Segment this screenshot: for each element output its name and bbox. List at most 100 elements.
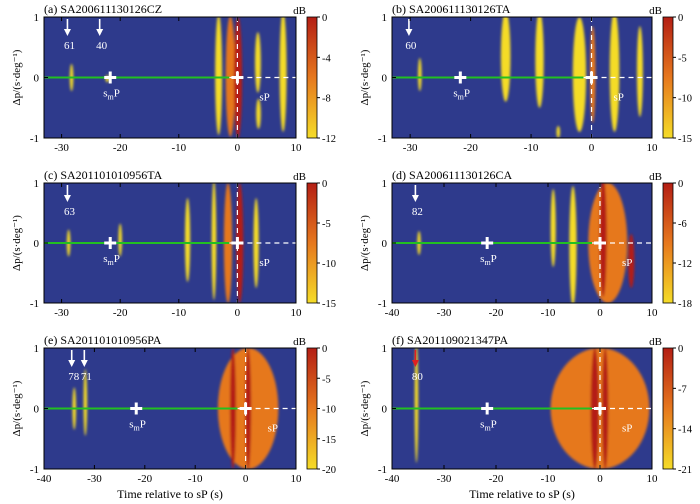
energy-low-region	[550, 189, 556, 267]
arrow-head	[405, 29, 413, 36]
smp-label-p: P	[114, 253, 120, 265]
colorbar-tick-label: -20	[322, 465, 336, 476]
energy-low-region	[215, 17, 223, 135]
x-tick-label: 10	[291, 142, 303, 154]
energy-low-region	[83, 369, 88, 436]
y-tick-label: -1	[30, 464, 39, 476]
arrow-head	[63, 29, 71, 36]
colorbar-tick-label: -8	[322, 94, 331, 105]
energy-low-region	[572, 17, 587, 132]
colorbar-tick-label: -15	[322, 435, 336, 446]
x-tick-label: -30	[437, 473, 452, 485]
smp-label-m: m	[108, 93, 115, 102]
y-axis-label: Δp/(s·deg⁻¹)	[11, 215, 23, 271]
smp-label-p: P	[491, 253, 497, 265]
smp-label-p: P	[491, 419, 497, 431]
arrow-head	[68, 360, 76, 367]
x-tick-label: -30	[437, 307, 452, 319]
colorbar-tick-label: -6	[678, 219, 687, 230]
arrow-label: 80	[412, 371, 424, 383]
y-tick-label: -1	[378, 133, 387, 145]
x-axis-label: Time relative to sP (s)	[117, 487, 223, 501]
x-tick-label: -20	[463, 142, 478, 154]
y-tick-label: -1	[378, 464, 387, 476]
colorbar-tick-label: 0	[322, 13, 327, 24]
smp-label-m: m	[484, 424, 491, 433]
colorbar-unit: dB	[293, 5, 306, 17]
colorbar-tick-label: -5	[678, 53, 687, 64]
x-tick-label: 0	[597, 473, 603, 485]
panel-title: (d) SA200611130126CA	[392, 168, 512, 182]
smp-label: smP	[453, 88, 470, 102]
y-tick-label: 1	[34, 343, 40, 355]
x-tick-label: 0	[589, 142, 595, 154]
colorbar-tick-label: -10	[322, 405, 336, 416]
x-tick-label: -10	[541, 307, 556, 319]
sp-label: sP	[259, 92, 269, 104]
sp-label: sP	[622, 423, 632, 435]
sp-label: sP	[259, 257, 269, 269]
colorbar-tick-label: -21	[678, 465, 692, 476]
x-tick-label: 10	[291, 307, 303, 319]
colorbar-tick-label: -18	[678, 299, 692, 310]
colorbar-tick-label: -7	[678, 384, 687, 395]
arrow-label: 40	[96, 40, 108, 52]
smp-label-m: m	[134, 424, 141, 433]
x-tick-label: 10	[647, 307, 659, 319]
x-tick-label: 0	[597, 307, 603, 319]
energy-low-region	[279, 17, 287, 132]
energy-low-region	[256, 98, 261, 129]
x-tick-label: -40	[385, 473, 400, 485]
energy-low-region	[418, 57, 422, 92]
y-tick-label: -1	[30, 133, 39, 145]
panel-title: (f) SA201109021347PA	[392, 333, 508, 347]
smp-label-p: P	[464, 88, 470, 100]
x-tick-label: -20	[113, 307, 128, 319]
smp-label: smP	[480, 419, 497, 433]
colorbar-tick-label: -15	[678, 134, 692, 145]
colorbar-unit: dB	[293, 336, 306, 348]
colorbar-unit: dB	[649, 5, 662, 17]
y-axis-label: Δp/(s·deg⁻¹)	[11, 49, 23, 105]
x-axis-label: Time relative to sP (s)	[469, 487, 575, 501]
x-tick-label: -10	[188, 473, 203, 485]
smp-label-m: m	[484, 258, 491, 267]
panel-title: (c) SA201101010956TA	[44, 168, 163, 182]
x-tick-label: -20	[489, 473, 504, 485]
smp-label-s: s	[129, 419, 133, 431]
colorbar-tick-label: -12	[322, 134, 336, 145]
energy-low-region	[211, 183, 217, 300]
smp-label-m: m	[108, 258, 115, 267]
panel-f: smP sP 80 (f) SA201109021347PA -40 -30 -20 -1 0 0…	[359, 333, 693, 501]
heatmap-features	[417, 183, 635, 303]
colorbar-unit: dB	[293, 171, 306, 183]
x-tick-label: 0	[235, 142, 241, 154]
smp-label-s: s	[453, 88, 457, 100]
panel-title: (b) SA200611130126TA	[392, 2, 511, 16]
y-tick-label: 0	[382, 73, 388, 85]
energy-low-region	[609, 17, 620, 132]
smp-label: smP	[129, 419, 146, 433]
smp-label-p: P	[114, 88, 120, 100]
y-tick-label: 0	[34, 404, 40, 416]
y-tick-label: 1	[382, 343, 388, 355]
y-axis-label: Δp/(s·deg⁻¹)	[359, 380, 371, 436]
colorbar-unit: dB	[649, 336, 662, 348]
y-tick-label: -1	[378, 298, 387, 310]
x-tick-label: -10	[171, 142, 186, 154]
x-tick-label: -40	[37, 473, 52, 485]
panel-title: (e) SA201101010956PA	[44, 333, 162, 347]
colorbar-tick-label: -10	[678, 94, 692, 105]
x-tick-label: -30	[87, 473, 102, 485]
colorbar-tick-label: -4	[322, 53, 331, 64]
colorbar-tick-label: 0	[678, 344, 683, 355]
x-tick-label: 10	[647, 473, 659, 485]
smp-label-s: s	[103, 88, 107, 100]
y-tick-label: 0	[34, 73, 40, 85]
colorbar-tick-label: 0	[678, 179, 683, 190]
